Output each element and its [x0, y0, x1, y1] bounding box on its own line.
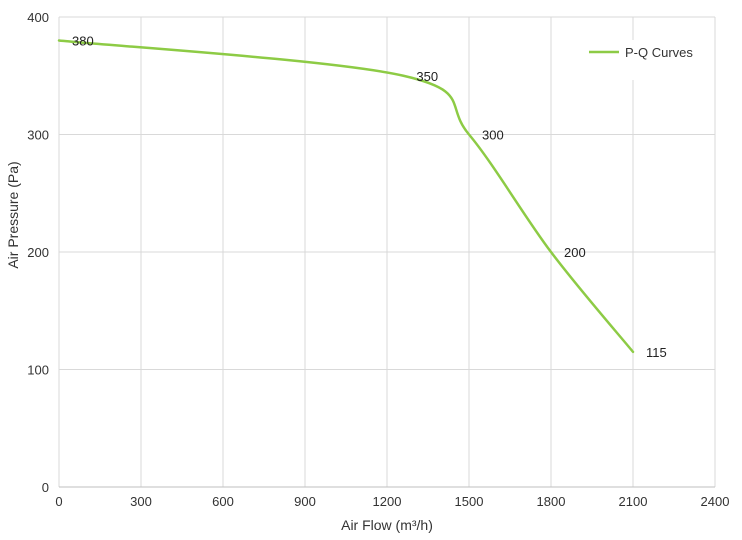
data-label: 380 [72, 34, 94, 49]
data-label: 115 [646, 345, 667, 360]
x-tick-label: 0 [55, 494, 62, 509]
legend-label: P-Q Curves [625, 45, 693, 60]
data-label: 350 [416, 69, 438, 84]
y-tick-label: 400 [27, 10, 49, 25]
data-label: 300 [482, 128, 504, 143]
y-tick-label: 300 [27, 128, 49, 143]
y-tick-label: 100 [27, 363, 49, 378]
x-tick-label: 1200 [373, 494, 402, 509]
x-tick-label: 2400 [701, 494, 730, 509]
data-labels: 380 350 300 200 115 [72, 34, 667, 360]
x-tick-label: 2100 [619, 494, 648, 509]
x-tick-label: 900 [294, 494, 316, 509]
data-label: 200 [564, 245, 586, 260]
legend: P-Q Curves [583, 40, 705, 80]
series-layer [57, 39, 635, 354]
x-tick-label: 600 [212, 494, 234, 509]
y-tick-label: 200 [27, 245, 49, 260]
y-tick-labels: 0 100 200 300 400 [27, 10, 49, 495]
x-tick-label: 1800 [537, 494, 566, 509]
legend-background [583, 40, 705, 80]
x-tick-label: 1500 [455, 494, 484, 509]
y-axis-title: Air Pressure (Pa) [5, 161, 21, 268]
x-tick-labels: 0 300 600 900 1200 1500 1800 2100 2400 [55, 494, 729, 509]
y-tick-label: 0 [42, 480, 49, 495]
x-axis-title: Air Flow (m³/h) [341, 517, 433, 533]
x-tick-label: 300 [130, 494, 152, 509]
grid-lines [58, 16, 716, 488]
series-line [57, 39, 635, 354]
